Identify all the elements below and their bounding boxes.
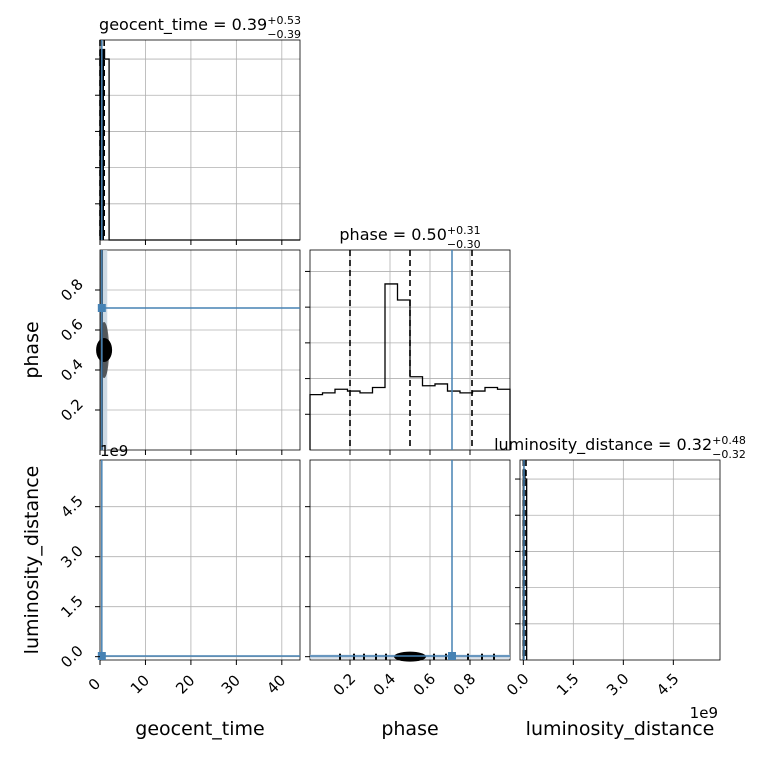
luminosity-distance-vs-phase-xtick-label-3: 0.8 xyxy=(450,670,480,700)
x-axis-label-luminosity-distance: luminosity_distance xyxy=(526,718,715,740)
luminosity-distance-vs-geocent-time-xtick-label-4: 40 xyxy=(263,671,289,697)
geocent-time-hist-title-upper: +0.53 xyxy=(267,14,301,27)
luminosity-distance-hist-title: luminosity_distance = 0.32+0.48 xyxy=(494,434,746,455)
geocent-time-hist-hist-step xyxy=(99,48,300,241)
geocent-time-hist-title: geocent_time = 0.39+0.53 xyxy=(99,14,301,35)
phase-vs-geocent-time-ytick-label-1: 0.4 xyxy=(57,355,87,385)
phase-hist-title: phase = 0.50+0.31 xyxy=(339,224,480,244)
y-axis-label-luminosity-distance: luminosity_distance xyxy=(21,466,43,655)
geocent-time-hist-title-lower: −0.39 xyxy=(267,28,301,41)
luminosity-distance-vs-phase-xtick-label-1: 0.4 xyxy=(370,670,400,700)
luminosity-distance-vs-geocent-time-xtick-label-1: 10 xyxy=(127,671,153,697)
geocent-time-hist-title-main: geocent_time = 0.39 xyxy=(99,15,267,35)
x-axis-label-phase: phase xyxy=(381,718,438,740)
phase-hist-title-lower: −0.30 xyxy=(447,238,481,251)
luminosity-distance-vs-phase-xtick-label-0: 0.2 xyxy=(330,670,360,700)
phase-vs-geocent-time-ytick-label-2: 0.6 xyxy=(57,315,87,345)
luminosity-distance-vs-geocent-time-xtick-label-2: 20 xyxy=(172,671,198,697)
luminosity-distance-hist-title-main: luminosity_distance = 0.32 xyxy=(494,435,712,455)
x-axis-label-geocent-time: geocent_time xyxy=(135,718,264,740)
luminosity-distance-hist-xtick-label-1: 1.5 xyxy=(553,670,583,700)
luminosity-distance-vs-geocent-time-ytick-label-2: 3.0 xyxy=(57,542,87,572)
luminosity-distance-hist-xtick-label-0: 0.0 xyxy=(503,670,533,700)
luminosity-distance-vs-phase-xtick-label-2: 0.6 xyxy=(410,670,440,700)
luminosity-distance-vs-geocent-time-offset-label: 1e9 xyxy=(100,442,128,460)
y-axis-label-phase: phase xyxy=(21,321,43,378)
luminosity-distance-vs-geocent-time-ytick-label-3: 4.5 xyxy=(57,492,87,522)
phase-hist-title-upper: +0.31 xyxy=(447,224,481,237)
phase-hist-hist-step xyxy=(309,283,511,450)
luminosity-distance-vs-phase-truth-marker xyxy=(448,652,456,660)
luminosity-distance-hist-frame xyxy=(519,459,721,661)
luminosity-distance-vs-geocent-time-ytick-label-0: 0.0 xyxy=(57,642,87,672)
geocent-time-hist-frame xyxy=(99,39,301,241)
luminosity-distance-vs-geocent-time-truth-marker xyxy=(97,652,106,660)
phase-vs-geocent-time-ytick-label-0: 0.2 xyxy=(57,395,87,425)
luminosity-distance-vs-phase-frame xyxy=(309,459,511,661)
phase-hist-title-main: phase = 0.50 xyxy=(339,225,446,244)
luminosity-distance-vs-geocent-time-ytick-label-1: 1.5 xyxy=(57,592,87,622)
luminosity-distance-vs-geocent-time-xtick-label-0: 0 xyxy=(85,675,104,694)
luminosity-distance-hist-title-upper: +0.48 xyxy=(712,434,746,447)
phase-vs-geocent-time-truth-marker xyxy=(97,304,106,312)
luminosity-distance-hist-title-lower: −0.32 xyxy=(712,448,746,461)
phase-vs-geocent-time-frame xyxy=(99,249,301,451)
luminosity-distance-hist-offset-label: 1e9 xyxy=(690,704,718,722)
luminosity-distance-vs-geocent-time-xtick-label-3: 30 xyxy=(218,671,244,697)
luminosity-distance-hist-xtick-label-3: 4.5 xyxy=(653,670,683,700)
luminosity-distance-vs-geocent-time-frame xyxy=(99,459,301,661)
phase-vs-geocent-time-ytick-label-3: 0.8 xyxy=(57,275,87,305)
luminosity-distance-hist-xtick-label-2: 3.0 xyxy=(603,670,633,700)
